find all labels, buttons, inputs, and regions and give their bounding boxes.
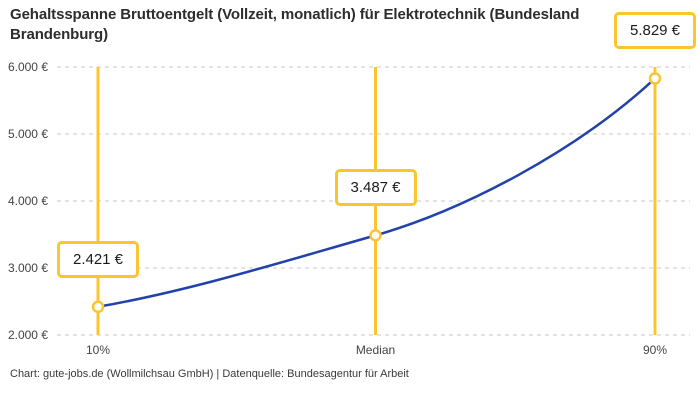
data-point-marker[interactable]	[369, 229, 382, 242]
y-tick-label: 6.000 €	[8, 60, 48, 74]
data-point-marker[interactable]	[91, 300, 105, 314]
x-tick-label: Median	[356, 343, 395, 357]
y-tick-label: 2.000 €	[8, 328, 48, 342]
value-label-box: 3.487 €	[334, 169, 417, 207]
chart-footer: Chart: gute-jobs.de (Wollmilchsau GmbH) …	[10, 368, 409, 380]
x-tick-label: 90%	[643, 343, 667, 357]
y-tick-label: 4.000 €	[8, 194, 48, 208]
x-tick-label: 10%	[86, 343, 110, 357]
y-tick-label: 3.000 €	[8, 261, 48, 275]
y-tick-label: 5.000 €	[8, 127, 48, 141]
value-label-box: 5.829 €	[613, 12, 697, 50]
data-point-marker[interactable]	[648, 72, 662, 85]
value-label-box: 2.421 €	[56, 240, 140, 278]
chart-title: Gehaltsspanne Bruttoentgelt (Vollzeit, m…	[10, 6, 580, 43]
